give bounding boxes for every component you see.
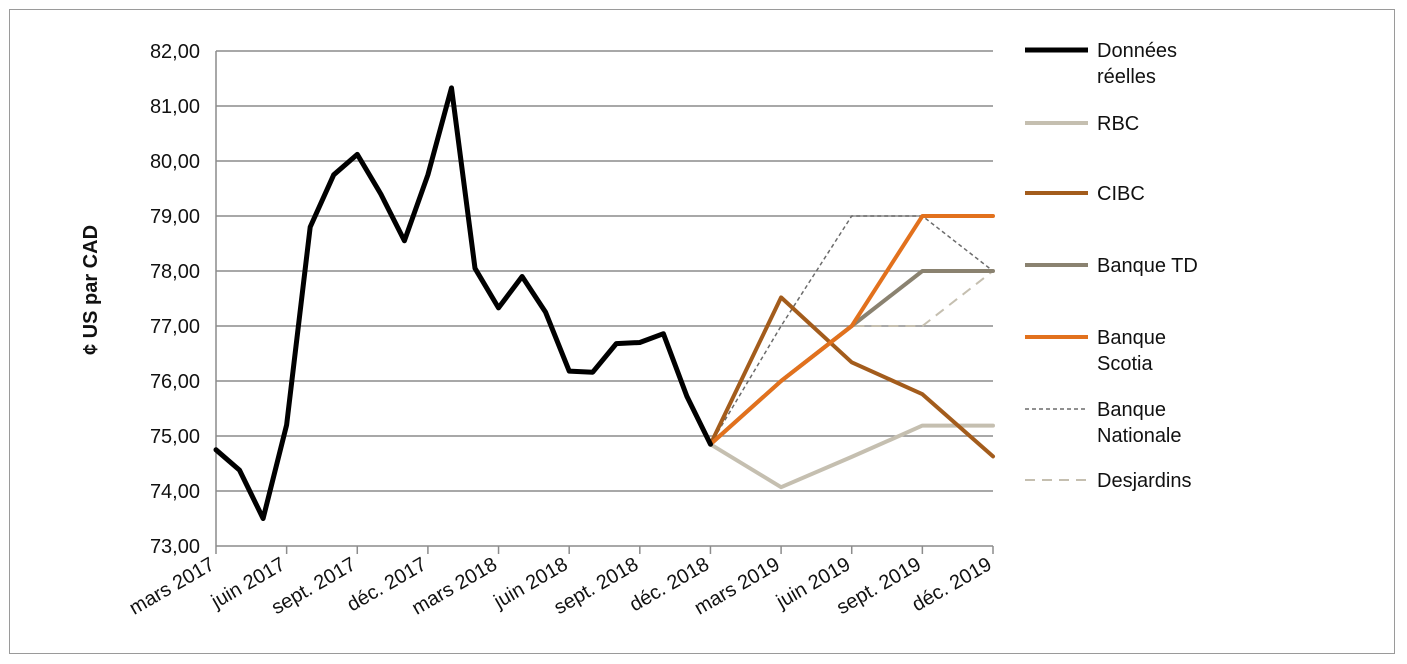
axes: 73,00 74,00 75,00 76,00 77,00 78,00 79,00 80,00… xyxy=(126,41,996,620)
y-tick-label: 75,00 xyxy=(150,426,200,448)
y-tick-label: 73,00 xyxy=(150,536,200,558)
legend: Données réelles RBC CIBC Banque TD Banque Scot… xyxy=(1025,40,1198,492)
series-lines xyxy=(213,85,995,521)
y-axis-label: ¢ US par CAD xyxy=(80,225,102,355)
legend-label: Desjardins xyxy=(1097,470,1191,492)
x-tick-label: mars 2017 xyxy=(126,553,219,619)
legend-label: réelles xyxy=(1097,66,1156,88)
y-tick-label: 82,00 xyxy=(150,41,200,63)
y-tick-label: 81,00 xyxy=(150,96,200,118)
series-line-banque-scotia xyxy=(708,214,995,447)
y-tick-label: 78,00 xyxy=(150,261,200,283)
legend-label: Banque xyxy=(1097,399,1166,421)
legend-label: CIBC xyxy=(1097,183,1145,205)
legend-label: Banque TD xyxy=(1097,255,1198,277)
series-line-rbc xyxy=(708,423,995,490)
legend-label: Données xyxy=(1097,40,1177,62)
x-tick-label: déc. 2019 xyxy=(908,553,995,616)
y-tick-label: 74,00 xyxy=(150,481,200,503)
legend-label: Banque xyxy=(1097,327,1166,349)
series-line-cibc xyxy=(708,295,995,459)
series-line-donn-es-r-elles xyxy=(213,85,713,521)
legend-label: Scotia xyxy=(1097,353,1153,375)
legend-label: RBC xyxy=(1097,113,1139,135)
y-tick-label: 77,00 xyxy=(150,316,200,338)
series-line-banque-nationale xyxy=(709,215,994,445)
y-tick-label: 80,00 xyxy=(150,151,200,173)
gridlines xyxy=(216,50,993,492)
legend-label: Nationale xyxy=(1097,425,1182,447)
y-tick-label: 79,00 xyxy=(150,206,200,228)
y-tick-label: 76,00 xyxy=(150,371,200,393)
